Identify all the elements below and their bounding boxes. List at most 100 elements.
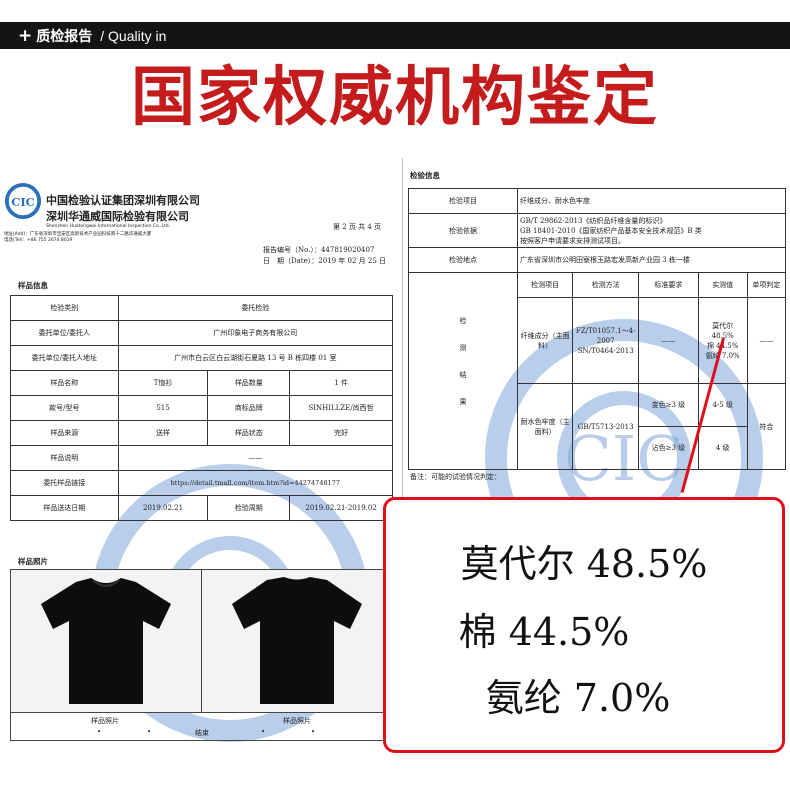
end-text: 结束 bbox=[195, 729, 209, 737]
cic-logo-icon: CIC bbox=[4, 182, 42, 220]
cell-label: 样品数量 bbox=[207, 370, 291, 396]
cell-value: 广州印象电子商务有限公司 bbox=[117, 320, 394, 346]
basis-line-3: 按照客户申请要求安排测试项目。 bbox=[520, 236, 625, 245]
callout-cotton-line: 棉 44.5% bbox=[458, 610, 630, 654]
inspection-info-title: 检验信息 bbox=[410, 171, 440, 180]
col-header: 检测项目 bbox=[516, 272, 574, 298]
fiber-standard: —— bbox=[638, 297, 699, 384]
table-row: 检验地点 广东省深圳市公明田寮根玉路宏发高新产业园 3 栋一楼 bbox=[408, 247, 786, 273]
report-number-line: 报告编号（No.）：447819020407 bbox=[263, 245, 374, 255]
cell-value: SINHILLZE/尚西哲 bbox=[289, 395, 393, 421]
bullet-dot: • bbox=[261, 728, 266, 736]
company-name-cn-1: 中国检验认证集团深圳有限公司 bbox=[46, 194, 200, 207]
cell-value: 2019.02.21-2019.02 bbox=[289, 495, 393, 521]
page-number: 第 2 页 共 4 页 bbox=[333, 223, 382, 231]
report-date-line: 日 期（Date）：2019 年 02 月 25 日 bbox=[263, 256, 386, 266]
page-headline: 国家权威机构鉴定 bbox=[131, 61, 659, 135]
fiber-actual-1: 莫代尔 48.5% bbox=[711, 321, 734, 340]
cell-value: 完好 bbox=[289, 420, 393, 446]
cell-label: 样品来源 bbox=[10, 420, 119, 446]
table-row: 样品来源 送样 样品状态 完好 bbox=[10, 420, 393, 446]
photo-section-title: 样品照片 bbox=[18, 557, 48, 566]
report-date-label: 日 期（Date）： bbox=[263, 257, 319, 265]
bullet-dot: • bbox=[97, 728, 102, 736]
water-standard-1: 变色≥3 级 bbox=[638, 383, 699, 427]
col-header: 单项判定 bbox=[746, 272, 787, 298]
col-header: 标准要求 bbox=[638, 272, 699, 298]
cell-label: 样品状态 bbox=[207, 420, 291, 446]
sample-photo-back bbox=[202, 570, 392, 712]
bullet-dot: • bbox=[147, 728, 152, 736]
col-header: 检测方法 bbox=[572, 272, 640, 298]
water-verdict: 符合 bbox=[746, 383, 787, 470]
cell-label: 委托样品链接 bbox=[10, 470, 119, 496]
fiber-method-2: SN/T0464-2013 bbox=[577, 346, 634, 355]
cell-value: 2019.02.21 bbox=[117, 495, 209, 521]
plus-icon: + bbox=[18, 25, 33, 46]
fiber-content-callout: 莫代尔 48.5% 棉 44.5% 氨纶 7.0% bbox=[383, 497, 785, 753]
water-item: 耐水色牢度（主面料） bbox=[516, 383, 574, 470]
report-number-label: 报告编号（No.）： bbox=[263, 246, 321, 254]
cell-label: 检验类别 bbox=[10, 295, 119, 321]
table-row: 委托单位/委托人地址 广州市白云区白云湖街石夏路 13 号 B 栋四楼 01 室 bbox=[10, 345, 394, 371]
result-label: 检测结果 bbox=[408, 272, 518, 470]
fiber-verdict: —— bbox=[746, 297, 787, 384]
cell-label: 检验地点 bbox=[408, 247, 518, 273]
inspection-table: 检验项目 纤维成分、耐水色牢度 检验依据 GB/T 29862-2013《纺织品… bbox=[408, 188, 787, 470]
report-page-left: CIC CIC 中国检验认证集团深圳有限公司 深圳华通威国际检验有限公司 She… bbox=[0, 158, 403, 752]
sample-photo-front bbox=[11, 570, 202, 712]
company-name-en: Shenzhen Huatongwei International Inspec… bbox=[46, 224, 171, 229]
cell-label: 委托单位/委托人地址 bbox=[10, 345, 119, 371]
company-name-cn-2: 深圳华通威国际检验有限公司 bbox=[46, 210, 189, 223]
section-header-bar: + 质检报告 / Quality in bbox=[0, 22, 790, 49]
cell-value: T恤衫 bbox=[117, 370, 209, 396]
photo-captions: 样品照片 样品照片 • • 结束 • • bbox=[10, 713, 393, 741]
cell-value: 广东省深圳市公明田寮根玉路宏发高新产业园 3 栋一楼 bbox=[517, 247, 786, 273]
table-row: 样品说明 —— bbox=[10, 445, 394, 471]
section-title-cn: 质检报告 bbox=[36, 28, 93, 45]
cell-value: 委托检验 bbox=[117, 295, 394, 321]
table-row: 款号/型号 515 商标品牌 SINHILLZE/尚西哲 bbox=[10, 395, 393, 421]
fiber-item: 纤维成分（主面料） bbox=[516, 297, 574, 384]
table-row: 检验类别 委托检验 bbox=[10, 295, 394, 321]
cell-value: 515 bbox=[117, 395, 209, 421]
cell-value: 送样 bbox=[117, 420, 209, 446]
tshirt-back-image bbox=[232, 576, 362, 704]
cell-label: 样品名称 bbox=[10, 370, 119, 396]
company-address: 地址(Add)：广东省深圳市宝安区高新技术产业园科技南十二路华通威大厦 bbox=[4, 232, 152, 237]
callout-modal-line: 莫代尔 48.5% bbox=[460, 542, 708, 586]
callout-spandex-line: 氨纶 7.0% bbox=[485, 676, 671, 720]
bullet-dot: • bbox=[311, 728, 316, 736]
table-row: 沾色≥3 级 4 级 bbox=[409, 426, 786, 470]
basis-line-1: GB/T 29862-2013《纺织品纤维含量的标识》 bbox=[520, 216, 667, 225]
cell-label: 款号/型号 bbox=[10, 395, 119, 421]
table-row: 检验依据 GB/T 29862-2013《纺织品纤维含量的标识》 GB 1840… bbox=[408, 213, 786, 248]
cell-label: 委托单位/委托人 bbox=[10, 320, 119, 346]
tshirt-front-image bbox=[41, 577, 171, 704]
cell-value: —— bbox=[117, 445, 394, 471]
cell-label: 样品送达日期 bbox=[10, 495, 119, 521]
company-tel: 电话(Tel)：+86 755 2674 8019 bbox=[4, 238, 73, 243]
basis-line-2: GB 18401-2010《国家纺织产品基本安全技术规范》B 类 bbox=[520, 226, 702, 235]
fiber-method-1: FZ/T01057.1～4-2007 bbox=[575, 326, 636, 345]
cell-label: 检验项目 bbox=[408, 188, 518, 214]
svg-text:CIC: CIC bbox=[11, 195, 34, 209]
sample-info-table: 检验类别 委托检验 委托单位/委托人 广州印象电子商务有限公司 委托单位/委托人… bbox=[10, 295, 394, 521]
table-row: 检测结果 检测项目 检测方法 标准要求 实测值 单项判定 bbox=[408, 272, 787, 470]
cell-label: 商标品牌 bbox=[207, 395, 291, 421]
section-title-en: / Quality in bbox=[100, 27, 167, 44]
fiber-actual-3: 氨纶 7.0% bbox=[705, 351, 740, 360]
cell-label: 检验依据 bbox=[408, 213, 518, 248]
sample-info-title: 样品信息 bbox=[18, 281, 48, 290]
remark-note: 备注：可能的试验情况判定： bbox=[410, 473, 501, 481]
cell-label: 样品说明 bbox=[10, 445, 119, 471]
cell-value: 纤维成分、耐水色牢度 bbox=[517, 188, 786, 214]
fiber-method: FZ/T01057.1～4-2007 SN/T0464-2013 bbox=[572, 297, 640, 384]
table-row: 委托单位/委托人 广州印象电子商务有限公司 bbox=[10, 320, 394, 346]
table-row: 委托样品链接 https://detail.tmall.com/item.htm… bbox=[10, 470, 394, 496]
report-number: 447819020407 bbox=[320, 246, 375, 254]
cell-value: 广州市白云区白云湖街石夏路 13 号 B 栋四楼 01 室 bbox=[117, 345, 394, 371]
table-row: 样品名称 T恤衫 样品数量 1 件 bbox=[10, 370, 393, 396]
water-method: GB/T5713-2013 bbox=[572, 383, 640, 470]
photo-caption-2: 样品照片 bbox=[283, 717, 311, 725]
